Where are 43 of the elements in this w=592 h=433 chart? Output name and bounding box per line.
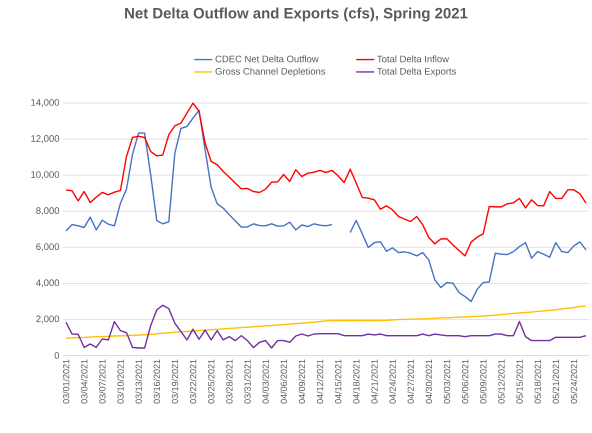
x-tick-label: 05/24/2021 (570, 359, 578, 404)
x-tick-label: 04/30/2021 (425, 359, 432, 404)
x-tick-label: 03/10/2021 (117, 359, 124, 404)
x-tick-label: 04/03/2021 (262, 359, 269, 404)
x-tick-label: 03/28/2021 (226, 359, 233, 404)
y-tick-label: 0 (54, 352, 60, 359)
x-tick-label: 03/01/2021 (62, 359, 70, 404)
x-tick-label: 05/03/2021 (444, 359, 450, 404)
y-tick-label: 6,000 (36, 243, 60, 252)
x-tick-label: 03/07/2021 (99, 359, 106, 404)
line-series (65, 102, 587, 257)
x-tick-label: 03/13/2021 (135, 359, 142, 404)
y-tick-label: 12,000 (31, 135, 60, 143)
x-tick-label: 04/09/2021 (298, 359, 306, 404)
y-tick-label: 8,000 (36, 207, 60, 216)
chart-title: Net Delta Outflow and Exports (cfs), Spring 2021 (125, 8, 468, 22)
x-tick-label: 03/19/2021 (172, 359, 178, 404)
y-tick-label: 4,000 (36, 279, 60, 288)
legend-label: Total Delta Exports (377, 68, 456, 77)
x-tick-label: 05/15/2021 (516, 359, 523, 404)
legend-label: Total Delta Inflow (377, 55, 449, 62)
x-tick-label: 04/06/2021 (280, 359, 287, 404)
x-tick-label: 03/22/2021 (190, 359, 196, 404)
legend-label: Gross Channel Depletions (216, 68, 326, 77)
x-tick-label: 04/27/2021 (407, 359, 414, 404)
y-tick-label: 14,000 (31, 99, 60, 107)
x-tick-label: 05/21/2021 (552, 359, 560, 404)
legend-label: CDEC Net Delta Outflow (216, 55, 319, 62)
x-tick-label: 05/06/2021 (462, 359, 468, 404)
x-tick-label: 05/09/2021 (480, 359, 486, 404)
x-tick-label: 04/12/2021 (316, 359, 324, 404)
x-tick-label: 03/31/2021 (244, 359, 251, 404)
x-tick-label: 04/15/2021 (334, 359, 342, 404)
x-tick-label: 03/25/2021 (208, 359, 214, 404)
x-tick-label: 05/12/2021 (498, 359, 505, 404)
y-tick-label: 10,000 (31, 171, 60, 180)
x-tick-label: 05/18/2021 (534, 359, 541, 404)
y-tick-label: 2,000 (36, 316, 60, 324)
x-tick-label: 04/21/2021 (371, 359, 378, 404)
x-tick-label: 03/16/2021 (153, 359, 160, 404)
x-tick-label: 04/18/2021 (352, 359, 360, 404)
x-tick-label: 03/04/2021 (80, 359, 88, 404)
x-tick-label: 04/24/2021 (389, 359, 396, 404)
